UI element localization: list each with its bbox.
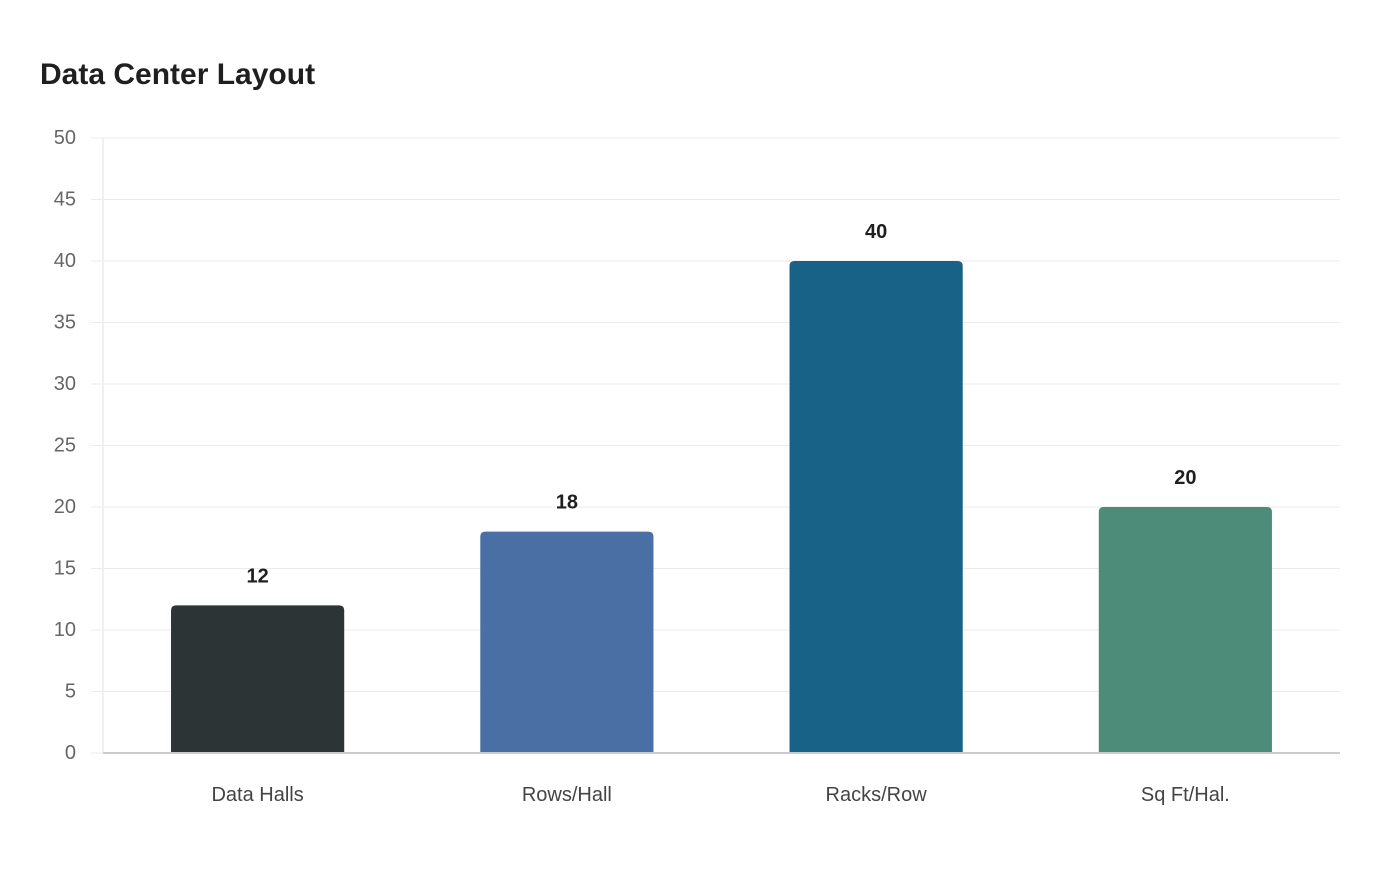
y-tick-label: 40 [54,250,76,272]
y-tick-label: 25 [54,435,76,457]
axes [102,138,1340,754]
bar-rows-hall [480,531,654,753]
bar-value-label: 18 [556,492,578,514]
x-category-label: Rows/Hall [522,784,612,806]
y-tick-label: 20 [54,496,76,518]
bar-racks-row [789,261,963,753]
bar-sq-ft-hal [1098,507,1272,753]
bar-value-label: 40 [865,221,887,243]
y-tick-label: 10 [54,619,76,641]
bar-value-label: 20 [1174,467,1196,489]
y-tick-label: 45 [54,189,76,211]
labels: 0 5 10 15 20 25 30 35 40 45 50 12 Data Halls 18 Rows/H… [54,127,1230,806]
chart-title: Data Center Layout [40,58,316,91]
bars [171,261,1272,753]
x-category-label: Data Halls [211,784,303,806]
y-tick-label: 15 [54,558,76,580]
y-tick-label: 5 [65,681,76,703]
x-category-label: Racks/Row [826,784,928,806]
bar-data-halls [171,605,345,753]
bar-value-label: 12 [247,565,269,587]
x-category-label: Sq Ft/Hal. [1141,784,1230,806]
y-tick-label: 0 [65,742,76,764]
grid-lines [91,137,1340,754]
y-tick-label: 30 [54,373,76,395]
y-tick-label: 50 [54,127,76,149]
y-tick-label: 35 [54,312,76,334]
